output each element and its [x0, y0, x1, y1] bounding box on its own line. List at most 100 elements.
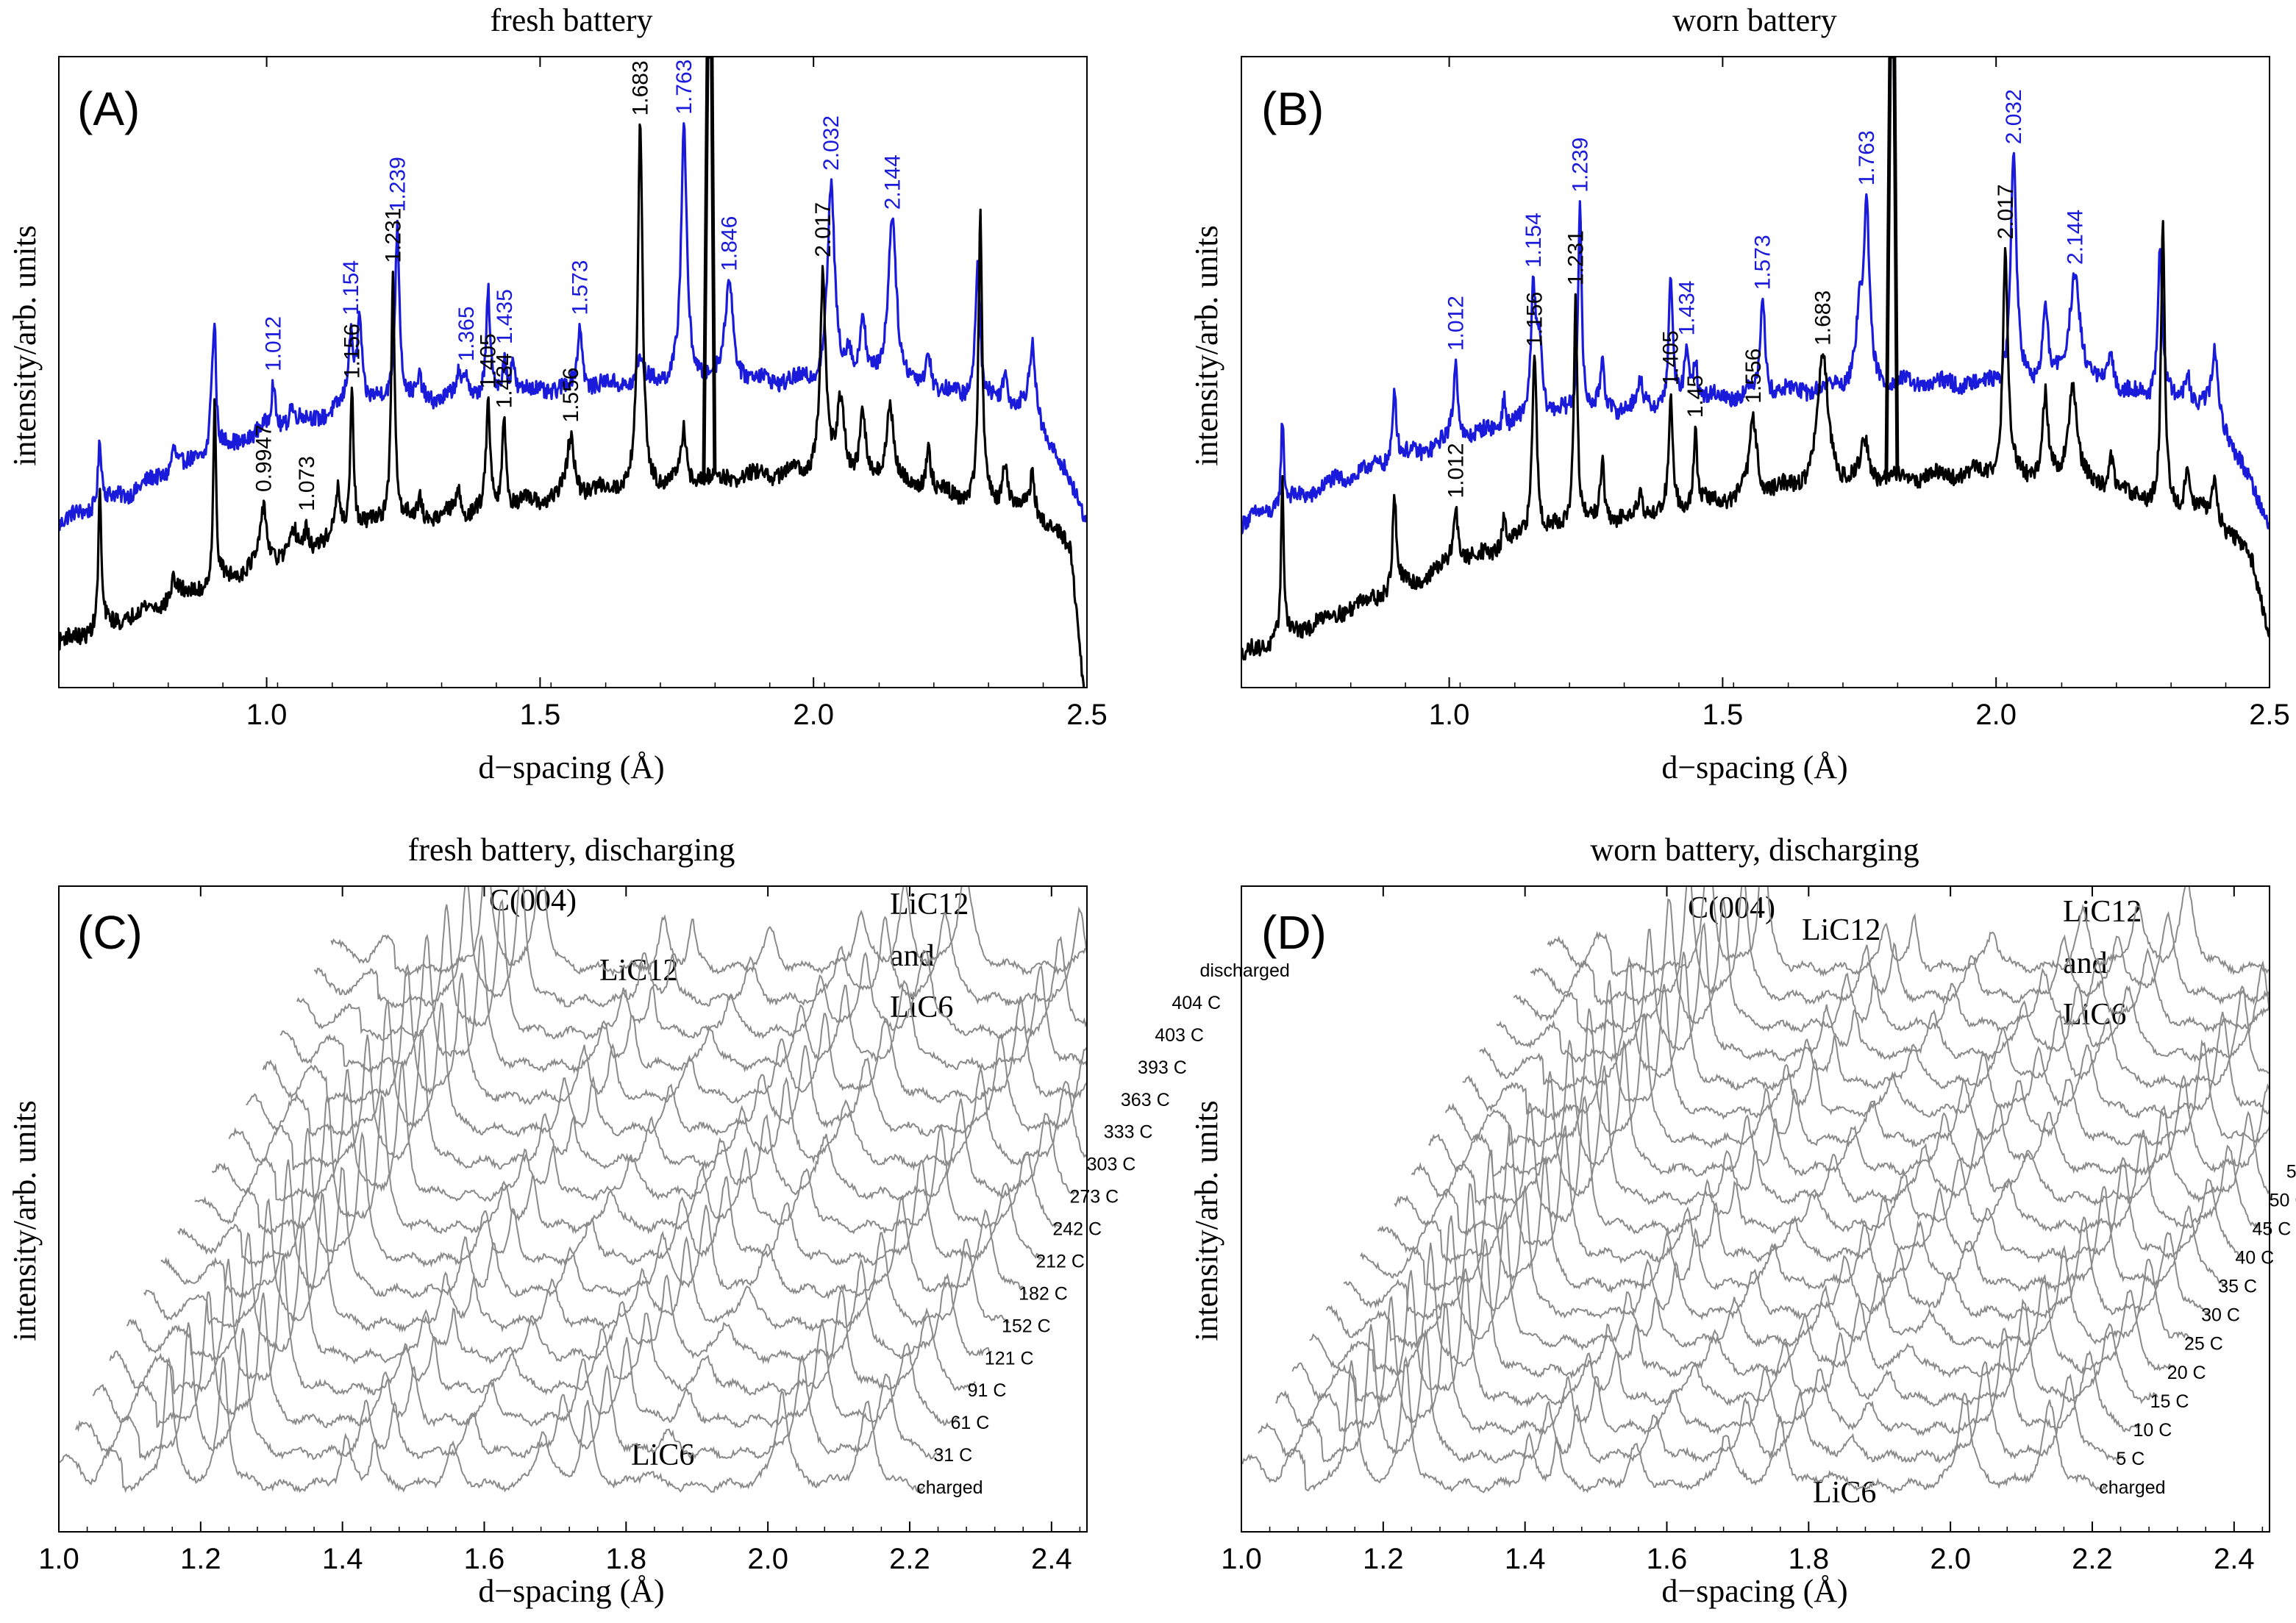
panel-c-stack-curve: [75, 1322, 942, 1461]
panel-c-temp-label: 403 C: [1155, 1025, 1204, 1046]
panel-d-stack-curve: [1360, 1149, 2226, 1294]
panel-a-peak-label-black: 1.683: [628, 60, 652, 115]
panel-a-peak-label-black: 1.073: [295, 456, 319, 511]
panel-d-temp-label: 40 C: [2235, 1248, 2274, 1269]
panel-b-letter: (B): [1261, 82, 1324, 135]
panel-c-temp-label: discharged: [1199, 960, 1289, 981]
panel-d-stack-curve: [1444, 1008, 2270, 1149]
panel-b-xtick-label: 1.0: [1429, 699, 1470, 731]
panel-d-xtick-label: 1.0: [1221, 1543, 1262, 1575]
panel-c-temp-label: 212 C: [1035, 1251, 1085, 1271]
panel-c-temp-label: 363 C: [1121, 1090, 1170, 1110]
panel-a-ylabel: intensity/arb. units: [7, 225, 43, 466]
panel-c-stack-curve: [109, 1256, 976, 1397]
panel-b-peak-label-black: 1.683: [1811, 290, 1835, 346]
panel-c-xtick-label: 2.4: [1031, 1543, 1072, 1575]
panel-a-xtick-label: 2.0: [793, 699, 834, 731]
panel-b-frame: [1241, 56, 2270, 688]
panel-b-sharp-peak-black: [1884, 57, 1900, 479]
panel-a-xlabel: d−spacing (Å): [478, 749, 664, 785]
panel-b-peak-label-blue: 1.573: [1751, 235, 1775, 290]
panel-d-stack-curve: [1547, 886, 2270, 977]
panel-d-stack-curve: [1496, 921, 2270, 1063]
panel-c-stack-curve: [126, 1220, 992, 1365]
panel-c-xtick-label: 1.8: [606, 1543, 647, 1575]
panel-d: worn battery, discharging d−spacing (Å) …: [1188, 832, 2296, 1609]
panel-d-curves: [1241, 886, 2270, 1495]
panel-a-peak-label-blue: 1.573: [568, 260, 593, 315]
panel-c-temp-label: 404 C: [1172, 993, 1221, 1013]
panel-d-temp-label: 35 C: [2218, 1277, 2257, 1297]
panel-d-lic6-label: LiC6: [1813, 1476, 1876, 1510]
panel-b-xtick-label: 2.0: [1975, 699, 2017, 731]
panel-c-stack-curve: [160, 1159, 1027, 1300]
panel-c-temp-label: 333 C: [1104, 1122, 1153, 1143]
panel-b-peak-label-black: 1.156: [1523, 292, 1547, 347]
panel-c-xtick-label: 1.6: [464, 1543, 505, 1575]
panel-b-title: worn battery: [1672, 2, 1837, 38]
panel-b-peak-label-black: 1.556: [1741, 349, 1766, 404]
panel-c-temp-label: 61 C: [951, 1413, 990, 1433]
panel-b-series-blue: [1241, 151, 2270, 535]
panel-b-peak-label-blue: 2.032: [2002, 89, 2026, 144]
panel-a-peak-label-black: 0.9947: [252, 424, 277, 492]
panel-b-peak-label-black: 2.017: [1994, 184, 2018, 239]
panel-b-series-black: [1241, 220, 2270, 661]
panel-c-xtick-label: 1.0: [38, 1543, 79, 1575]
panel-c-xtick-label: 2.2: [889, 1543, 930, 1575]
panel-d-xtick-label: 1.6: [1647, 1543, 1688, 1575]
panel-c-temp-label: 121 C: [985, 1348, 1034, 1369]
panel-d-xtick-label: 2.0: [1930, 1543, 1971, 1575]
panel-d-temp-label: 15 C: [2150, 1391, 2189, 1412]
panel-c-letter: (C): [77, 906, 143, 959]
panel-a-sharp-peak-black: [702, 57, 717, 479]
panel-a-peak-label-black: 2.017: [811, 202, 835, 257]
panel-c-xtick-label: 1.4: [322, 1543, 363, 1575]
panel-b-peak-label-blue: 1.434: [1675, 280, 1699, 335]
panel-c-stack-curve: [177, 1127, 1044, 1269]
panel-c-stack-curve: [92, 1291, 959, 1429]
panel-a-peak-label-blue: 1.154: [339, 260, 363, 315]
panel-c-stack-curve: [330, 886, 1087, 977]
panel-d-ylabel: intensity/arb. units: [1188, 1100, 1224, 1341]
panel-a-xtick-label: 2.5: [1066, 699, 1108, 731]
panel-b-peak-label-black: 1.45: [1683, 375, 1708, 418]
panel-d-temp-label: 30 C: [2201, 1305, 2240, 1326]
panel-c-temp-label: 152 C: [1002, 1316, 1051, 1336]
panel-d-temp-label: 25 C: [2184, 1334, 2223, 1355]
panel-c-temp-label: 91 C: [968, 1380, 1007, 1401]
panel-b-peak-label-blue: 1.154: [1522, 213, 1546, 268]
panel-c-temp-label: 273 C: [1070, 1187, 1119, 1208]
panel-c-temp-label: charged: [916, 1477, 983, 1498]
panel-b-xtick-label: 1.5: [1703, 699, 1744, 731]
panel-a-curves: [59, 57, 1087, 688]
panel-d-stack-curve: [1275, 1295, 2141, 1437]
panel-d-title: worn battery, discharging: [1590, 832, 1919, 868]
panel-c-ylabel: intensity/arb. units: [7, 1100, 43, 1341]
panel-d-stack-curve: [1258, 1324, 2125, 1464]
panel-b-xlabel: d−spacing (Å): [1661, 749, 1847, 785]
panel-d-xtick-label: 1.2: [1363, 1543, 1404, 1575]
panel-d-stack-curve: [1343, 1183, 2210, 1322]
panel-d-xtick-label: 1.8: [1789, 1543, 1830, 1575]
panel-a-xtick-label: 1.0: [246, 699, 288, 731]
panel-a: fresh battery d−spacing (Å) intensity/ar…: [7, 2, 1108, 785]
panel-b-peak-label-blue: 1.763: [1855, 130, 1879, 185]
panel-c: fresh battery, discharging d−spacing (Å)…: [7, 832, 1290, 1609]
panel-d-xtick-label: 1.4: [1505, 1543, 1546, 1575]
panel-b-peak-label-blue: 1.012: [1444, 296, 1468, 351]
panel-d-stack-curve: [1241, 1355, 2108, 1495]
panel-d-letter: (D): [1261, 906, 1327, 959]
panel-b-peak-label-blue: 2.144: [2063, 210, 2087, 265]
panel-d-stack-curve: [1325, 1210, 2192, 1351]
panel-a-peak-label-blue: 1.435: [493, 289, 517, 344]
panel-d-xlabel: d−spacing (Å): [1661, 1573, 1847, 1609]
panel-c-lic12-and-lic6-line1: LiC12: [890, 888, 969, 921]
panel-d-frame: [1241, 885, 2270, 1533]
panel-a-frame: [58, 56, 1088, 688]
panel-b-peak-label-black: 1.012: [1444, 443, 1468, 498]
panel-c-xlabel: d−spacing (Å): [478, 1573, 664, 1609]
panel-d-temp-label: 5 C: [2116, 1449, 2145, 1469]
panel-b: worn battery d−spacing (Å) intensity/arb…: [1188, 2, 2290, 785]
